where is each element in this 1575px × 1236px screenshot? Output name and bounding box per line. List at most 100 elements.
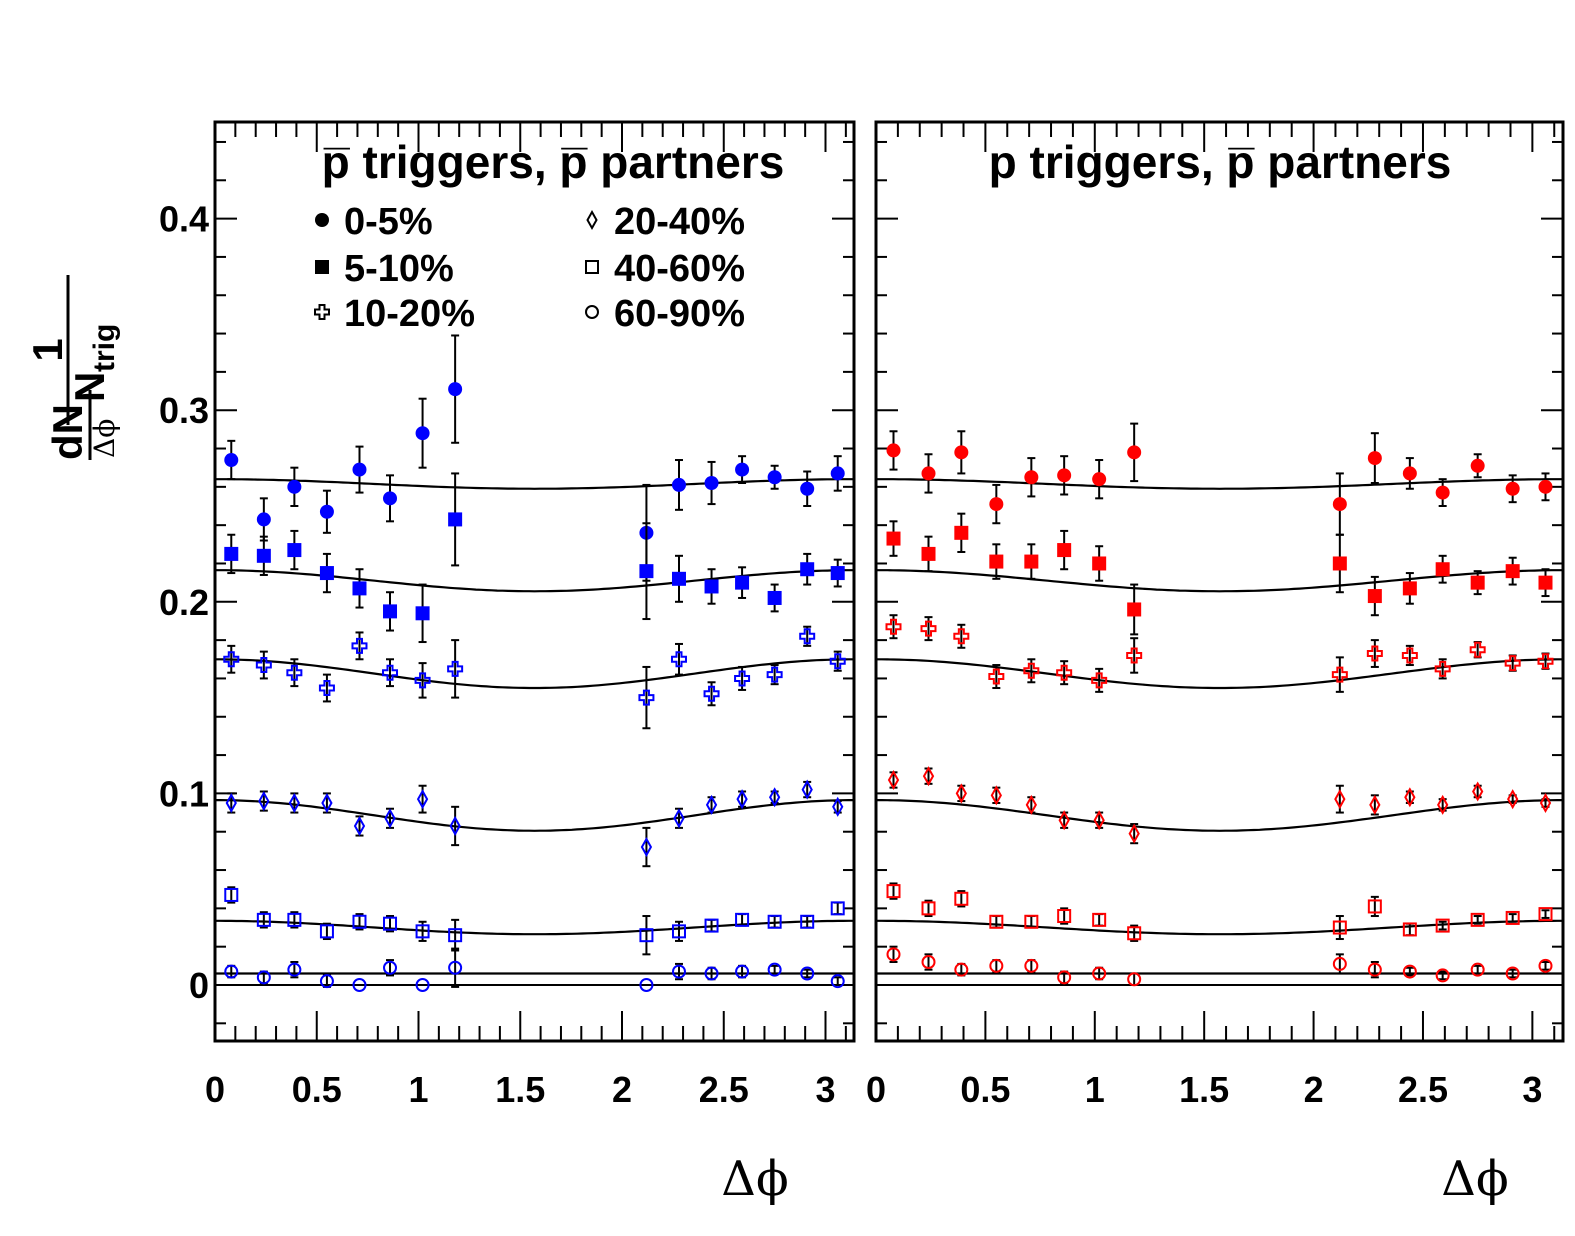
marker bbox=[830, 566, 845, 581]
marker bbox=[1470, 912, 1485, 927]
marker bbox=[1128, 823, 1140, 844]
fit-curve bbox=[876, 569, 1563, 593]
marker bbox=[767, 914, 782, 929]
marker bbox=[1435, 485, 1450, 500]
right-panel-title: p triggers, p̅ partners bbox=[989, 136, 1452, 188]
marker bbox=[1331, 666, 1348, 683]
marker bbox=[638, 689, 655, 706]
marker bbox=[639, 928, 654, 943]
marker bbox=[1538, 907, 1553, 922]
marker bbox=[1127, 972, 1142, 987]
marker bbox=[639, 564, 654, 579]
right-markers bbox=[885, 422, 1554, 987]
marker bbox=[704, 918, 719, 933]
marker bbox=[352, 978, 367, 992]
marker bbox=[286, 664, 303, 681]
marker bbox=[1024, 554, 1039, 569]
left-y-tick-labels: 0 0.1 0.2 0.3 0.4 bbox=[159, 199, 209, 1006]
legend-label: 10-20% bbox=[344, 293, 475, 335]
marker bbox=[830, 974, 845, 989]
x-tick-label: 2 bbox=[612, 1069, 632, 1110]
marker bbox=[1332, 556, 1347, 571]
marker bbox=[255, 657, 272, 674]
marker bbox=[954, 445, 969, 460]
marker bbox=[705, 794, 718, 815]
marker bbox=[953, 628, 970, 645]
marker bbox=[1126, 647, 1143, 664]
marker bbox=[671, 477, 686, 492]
marker bbox=[585, 305, 599, 319]
marker bbox=[1056, 664, 1073, 681]
marker bbox=[1127, 602, 1142, 617]
marker bbox=[1469, 641, 1486, 658]
marker bbox=[287, 479, 302, 494]
marker bbox=[1332, 956, 1347, 971]
marker bbox=[1367, 962, 1382, 977]
left-ticks bbox=[214, 122, 854, 1041]
marker bbox=[383, 491, 398, 506]
right-x-tick-labels: 0 0.5 1 1.5 2 2.5 3 bbox=[866, 1069, 1542, 1110]
marker bbox=[383, 604, 398, 619]
marker bbox=[319, 974, 334, 989]
marker bbox=[287, 912, 302, 927]
marker bbox=[1434, 660, 1451, 677]
fit-curve bbox=[876, 919, 1563, 936]
marker bbox=[586, 209, 598, 231]
marker bbox=[735, 575, 750, 590]
marker bbox=[352, 462, 367, 477]
left-panel-title: p̅ triggers, p̅ partners bbox=[322, 136, 785, 188]
y-tick-label: 0.2 bbox=[159, 582, 209, 623]
left-fit-curves bbox=[215, 478, 854, 986]
fit-curve bbox=[215, 478, 854, 490]
marker bbox=[921, 546, 936, 561]
marker bbox=[449, 815, 461, 837]
marker bbox=[384, 808, 396, 829]
marker bbox=[1538, 575, 1553, 590]
marker bbox=[800, 562, 815, 577]
marker bbox=[258, 791, 270, 812]
marker bbox=[383, 916, 398, 931]
marker bbox=[886, 531, 901, 546]
marker bbox=[1367, 589, 1382, 604]
marker bbox=[955, 783, 967, 804]
right-ticks bbox=[875, 122, 1563, 1041]
marker bbox=[1366, 645, 1383, 662]
marker bbox=[735, 912, 750, 927]
marker bbox=[447, 660, 464, 677]
x-tick-label: 1 bbox=[408, 1069, 428, 1110]
marker bbox=[1505, 966, 1520, 981]
marker bbox=[1024, 914, 1039, 929]
marker bbox=[766, 666, 783, 683]
marker bbox=[885, 618, 902, 635]
marker bbox=[1057, 909, 1072, 924]
left-frame bbox=[213, 120, 856, 1043]
marker bbox=[1538, 958, 1553, 973]
marker bbox=[414, 672, 431, 689]
fit-curve bbox=[215, 658, 854, 690]
marker bbox=[321, 792, 333, 814]
marker bbox=[1505, 564, 1520, 579]
y-tick-label: 0.3 bbox=[159, 390, 209, 431]
marker bbox=[1057, 543, 1072, 558]
legend-label: 5-10% bbox=[344, 248, 454, 290]
marker bbox=[1537, 653, 1554, 670]
y-label-dn: dN bbox=[44, 404, 91, 460]
y-axis-label: 1 N trig dN Δϕ bbox=[24, 275, 121, 460]
marker bbox=[704, 476, 719, 491]
marker bbox=[1435, 968, 1450, 983]
marker bbox=[767, 590, 782, 605]
marker bbox=[639, 978, 654, 992]
marker bbox=[223, 651, 240, 668]
marker bbox=[382, 664, 399, 681]
marker bbox=[1093, 810, 1105, 831]
marker bbox=[1402, 964, 1417, 979]
marker bbox=[989, 914, 1004, 929]
marker bbox=[954, 962, 969, 977]
marker bbox=[703, 685, 720, 702]
marker bbox=[448, 382, 463, 397]
left-x-axis-label: Δϕ bbox=[721, 1151, 788, 1207]
marker bbox=[1023, 662, 1040, 679]
marker bbox=[319, 566, 334, 581]
